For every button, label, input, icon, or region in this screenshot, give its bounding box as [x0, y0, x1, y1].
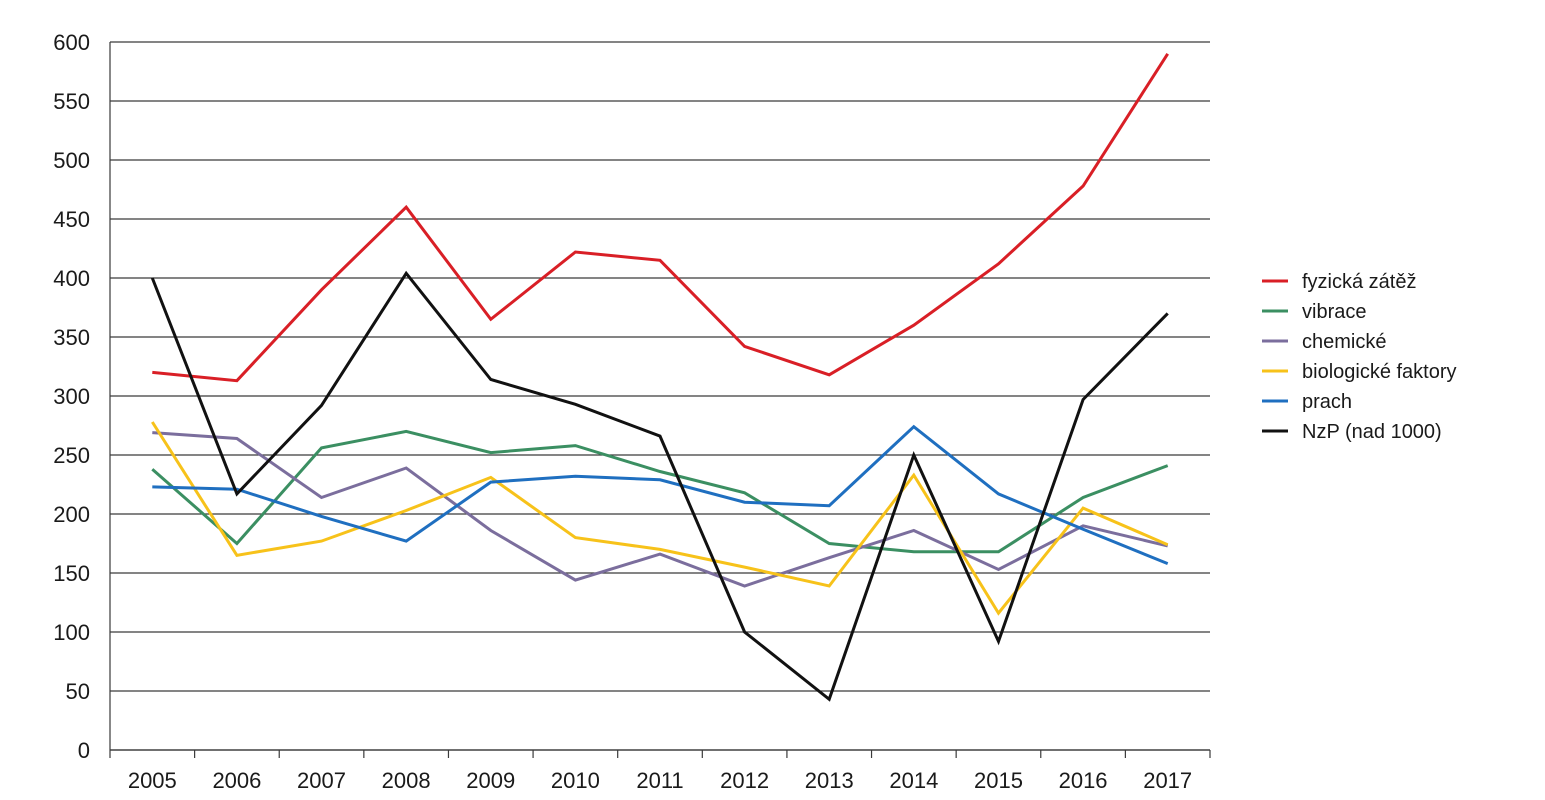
legend-label-4: biologické faktory: [1302, 361, 1457, 383]
x-tick-label-2009: 2009: [466, 768, 515, 793]
x-tick-label-2007: 2007: [297, 768, 346, 793]
x-tick-label-2012: 2012: [720, 768, 769, 793]
y-tick-label-50: 50: [66, 679, 90, 704]
x-tick-label-2010: 2010: [551, 768, 600, 793]
x-tick-label-2013: 2013: [805, 768, 854, 793]
x-tick-label-2015: 2015: [974, 768, 1023, 793]
series-lines: [150, 52, 1169, 702]
y-tick-label-550: 550: [53, 89, 90, 114]
legend: fyzická zátěž vibrace chemické biologické f…: [1262, 271, 1457, 443]
y-tick-label-600: 600: [53, 30, 90, 55]
gridlines: [110, 41, 1210, 751]
x-tick-label-2008: 2008: [382, 768, 431, 793]
y-tick-label-0: 0: [78, 738, 90, 763]
series-line-6: [150, 270, 1169, 702]
legend-label-6: NzP (nad 1000): [1302, 421, 1442, 443]
x-tick-label-2014: 2014: [889, 768, 938, 793]
y-tick-label-350: 350: [53, 325, 90, 350]
x-tick-label-2006: 2006: [212, 768, 261, 793]
y-tick-label-500: 500: [53, 148, 90, 173]
y-tick-label-300: 300: [53, 384, 90, 409]
x-tick-label-2011: 2011: [636, 768, 683, 793]
series-line-1: [152, 52, 1169, 383]
y-tick-label-100: 100: [53, 620, 90, 645]
y-tick-label-400: 400: [53, 266, 90, 291]
legend-label-5: prach: [1302, 391, 1352, 413]
y-tick-label-450: 450: [53, 207, 90, 232]
y-tick-label-200: 200: [53, 502, 90, 527]
y-tick-label-250: 250: [53, 443, 90, 468]
y-axis-tick-labels: 0 50 100 150 200 250 300 350 400 450 500 550 600: [53, 30, 90, 763]
legend-label-1: fyzická zátěž: [1302, 271, 1416, 293]
x-axis: [109, 42, 1211, 758]
x-tick-label-2016: 2016: [1059, 768, 1108, 793]
series-line-5: [152, 424, 1169, 565]
legend-label-2: vibrace: [1302, 301, 1366, 323]
series-line-4: [151, 421, 1169, 616]
x-tick-label-2005: 2005: [128, 768, 177, 793]
legend-label-3: chemické: [1302, 331, 1386, 353]
y-tick-label-150: 150: [53, 561, 90, 586]
x-axis-tick-labels: 2005 2006 2007 2008 2009 2010 2011 2012 2013 2014…: [128, 768, 1192, 793]
series-line-3: [152, 431, 1169, 588]
series-line-2: [151, 429, 1169, 554]
x-tick-label-2017: 2017: [1143, 768, 1192, 793]
